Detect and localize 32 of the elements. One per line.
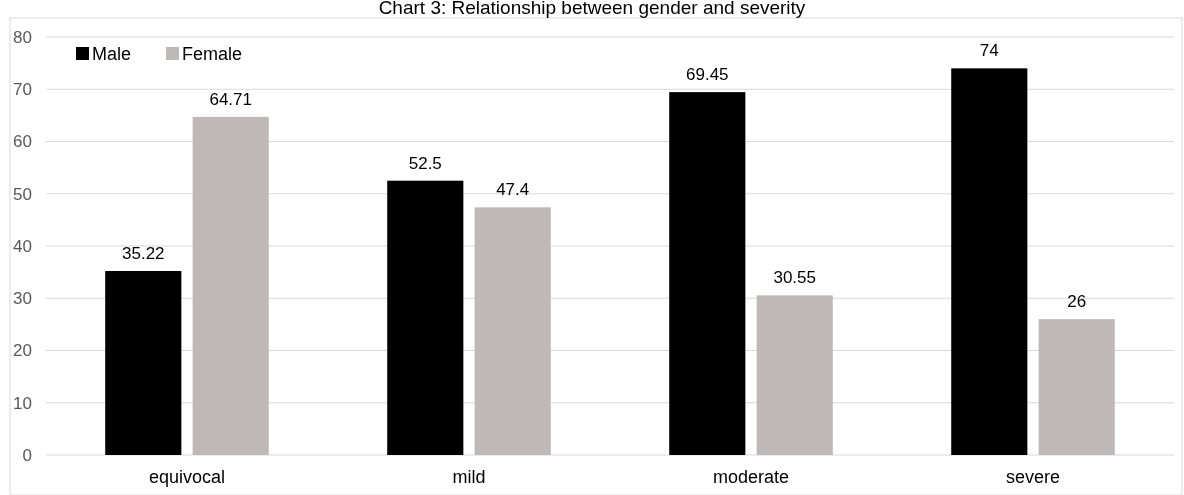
y-tick-label: 20 xyxy=(13,341,32,361)
data-label: 47.4 xyxy=(496,180,530,200)
legend-label: Female xyxy=(182,44,243,65)
bar xyxy=(1038,319,1115,455)
y-tick-label: 40 xyxy=(13,236,32,256)
y-tick-label: 30 xyxy=(13,289,32,309)
x-tick-label: mild xyxy=(452,467,486,487)
y-tick-label: 70 xyxy=(13,80,32,100)
data-label: 52.5 xyxy=(408,153,442,173)
data-label: 26 xyxy=(1067,292,1087,312)
x-tick-label: equivocal xyxy=(148,467,226,487)
bar xyxy=(951,68,1028,455)
data-label: 30.55 xyxy=(773,268,816,288)
data-label: 74 xyxy=(979,41,999,61)
chart-title: Chart 3: Relationship between gender and severity xyxy=(378,0,806,18)
y-tick-label: 0 xyxy=(22,445,32,465)
x-tick-label: moderate xyxy=(712,467,790,487)
bar xyxy=(192,116,269,455)
data-label: 35.22 xyxy=(122,243,165,263)
y-tick-label: 80 xyxy=(13,27,32,47)
bar xyxy=(387,180,464,455)
x-tick-label: severe xyxy=(1005,467,1061,487)
bar xyxy=(105,270,182,455)
bar xyxy=(756,295,833,455)
legend-label: Male xyxy=(92,44,132,65)
y-tick-label: 10 xyxy=(13,393,32,413)
data-label: 64.71 xyxy=(209,89,252,109)
y-tick-label: 60 xyxy=(13,132,32,152)
y-tick-label: 50 xyxy=(13,184,32,204)
data-label: 69.45 xyxy=(686,65,729,85)
bar xyxy=(474,207,551,455)
bar xyxy=(669,92,746,455)
